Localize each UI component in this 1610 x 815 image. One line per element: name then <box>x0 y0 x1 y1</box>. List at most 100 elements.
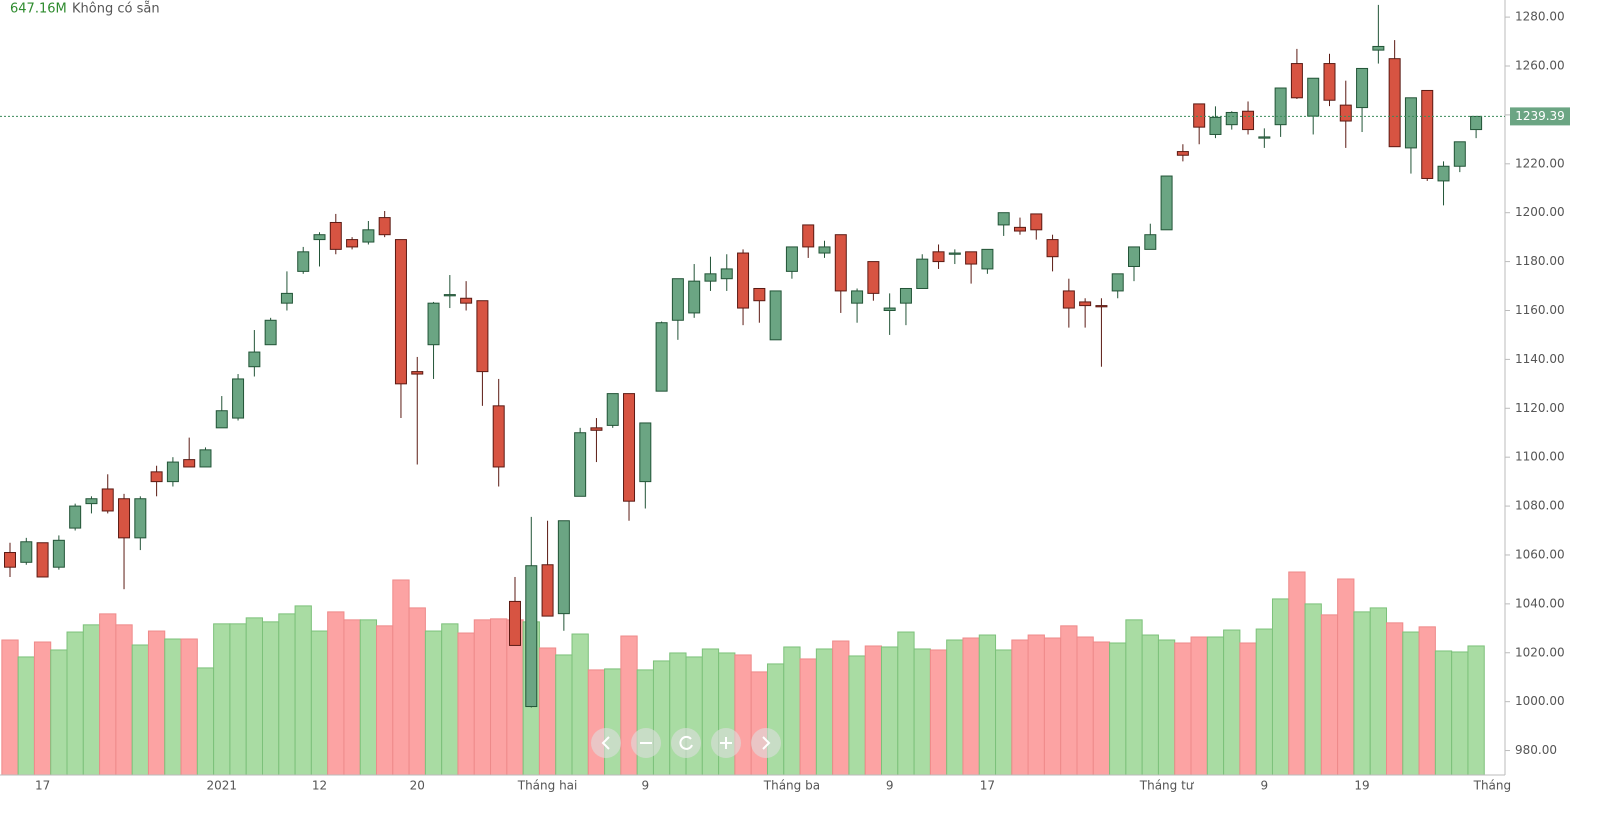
candle-body <box>590 427 603 431</box>
candle-body <box>1242 110 1255 131</box>
volume-bar <box>1190 636 1208 776</box>
candle-body <box>427 302 440 346</box>
candle-body <box>101 488 114 512</box>
candle-body <box>411 371 424 375</box>
scroll-right-button[interactable] <box>751 728 781 758</box>
volume-bar <box>1304 603 1322 776</box>
candle-body <box>1144 234 1157 250</box>
x-tick-label: Tháng tư <box>1139 779 1195 793</box>
candle-body <box>948 252 961 255</box>
candle-body <box>199 449 212 468</box>
volume-bar <box>1 639 19 776</box>
x-tick-label: 17 <box>980 779 995 793</box>
candle-body <box>166 461 179 483</box>
volume-bar <box>1239 642 1257 776</box>
candle-body <box>394 239 407 385</box>
volume-bar <box>1092 641 1111 776</box>
volume-bar <box>1043 637 1062 776</box>
volume-bar <box>750 671 768 776</box>
volume-bar <box>196 667 215 776</box>
candle-body <box>867 261 880 294</box>
candle-body <box>362 229 375 243</box>
volume-bar <box>1060 625 1078 776</box>
volume-bar <box>376 625 394 776</box>
candle-body <box>264 319 277 346</box>
volume-bar <box>783 646 801 776</box>
volume-bar <box>424 630 443 776</box>
scroll-left-button[interactable] <box>591 728 621 758</box>
volume-bar <box>490 618 508 776</box>
candle-body <box>1193 103 1206 128</box>
candle-body <box>476 300 489 373</box>
y-tick-label: 1280.00 <box>1515 10 1565 24</box>
volume-bar <box>636 669 654 776</box>
last-price-box <box>1510 107 1570 126</box>
x-tick-label: Tháng <box>1473 779 1512 793</box>
volume-bar <box>1451 651 1469 776</box>
candle-body <box>134 498 147 539</box>
volume-bar <box>1369 607 1388 776</box>
volume-bar <box>1288 571 1306 776</box>
candle-body <box>1079 301 1092 307</box>
volume-bar <box>766 663 785 776</box>
candle-body <box>1388 58 1401 148</box>
y-tick-label: 1260.00 <box>1515 59 1565 73</box>
candle-body <box>671 278 684 321</box>
reset-button[interactable] <box>671 728 701 758</box>
volume-bar <box>734 654 752 776</box>
candle-body <box>655 322 668 392</box>
volume-bar <box>359 619 378 776</box>
volume-bar <box>1402 631 1420 776</box>
x-tick-label: 19 <box>1354 779 1369 793</box>
candle-body <box>1290 63 1303 99</box>
candle-body <box>737 252 750 309</box>
volume-bar <box>457 632 475 776</box>
volume-bar <box>1271 598 1290 776</box>
volume-bar <box>213 623 231 776</box>
candle-body <box>997 212 1010 226</box>
volume-bar <box>1109 642 1127 776</box>
candle-body <box>623 393 636 502</box>
volume-bar <box>1418 626 1436 776</box>
x-tick-label: 9 <box>886 779 894 793</box>
candle-body <box>557 520 570 615</box>
candle-body <box>834 234 847 292</box>
volume-bar <box>652 660 671 776</box>
volume-bar <box>1337 578 1355 776</box>
candle-body <box>720 268 733 280</box>
volume-bar <box>164 638 182 776</box>
candle-body <box>1111 273 1124 292</box>
volume-bar <box>701 648 720 776</box>
candle-body <box>1307 77 1320 117</box>
candle-body <box>541 564 554 617</box>
candle-body <box>460 297 473 304</box>
volume-bar <box>1011 639 1029 776</box>
candle-body <box>639 422 652 483</box>
candle-body <box>85 498 98 505</box>
volume-bar <box>17 656 35 776</box>
x-tick-label: 20 <box>410 779 425 793</box>
candle-body <box>704 273 717 282</box>
volume-bar <box>913 648 931 776</box>
volume-bar <box>115 624 133 776</box>
volume-bar <box>1141 634 1159 776</box>
candle-body <box>1437 165 1450 182</box>
x-tick-label: Tháng ba <box>763 779 820 793</box>
volume-bar <box>1027 634 1045 776</box>
volume-bar <box>50 649 68 776</box>
zoom-out-button[interactable] <box>631 728 661 758</box>
volume-bar <box>571 633 589 776</box>
volume-layer <box>1 571 1485 776</box>
candle-body <box>574 432 587 497</box>
volume-readout: 647.16M <box>10 2 67 17</box>
volume-bar <box>538 647 557 776</box>
candle-body <box>508 600 521 646</box>
zoom-in-button[interactable] <box>711 728 741 758</box>
volume-bar <box>587 669 606 776</box>
candle-body <box>1176 151 1189 156</box>
y-tick-label: 1180.00 <box>1515 254 1565 268</box>
x-tick-label: 9 <box>641 779 649 793</box>
candle-body <box>1046 239 1059 258</box>
volume-bar <box>1125 619 1143 776</box>
volume-bar <box>897 631 915 776</box>
